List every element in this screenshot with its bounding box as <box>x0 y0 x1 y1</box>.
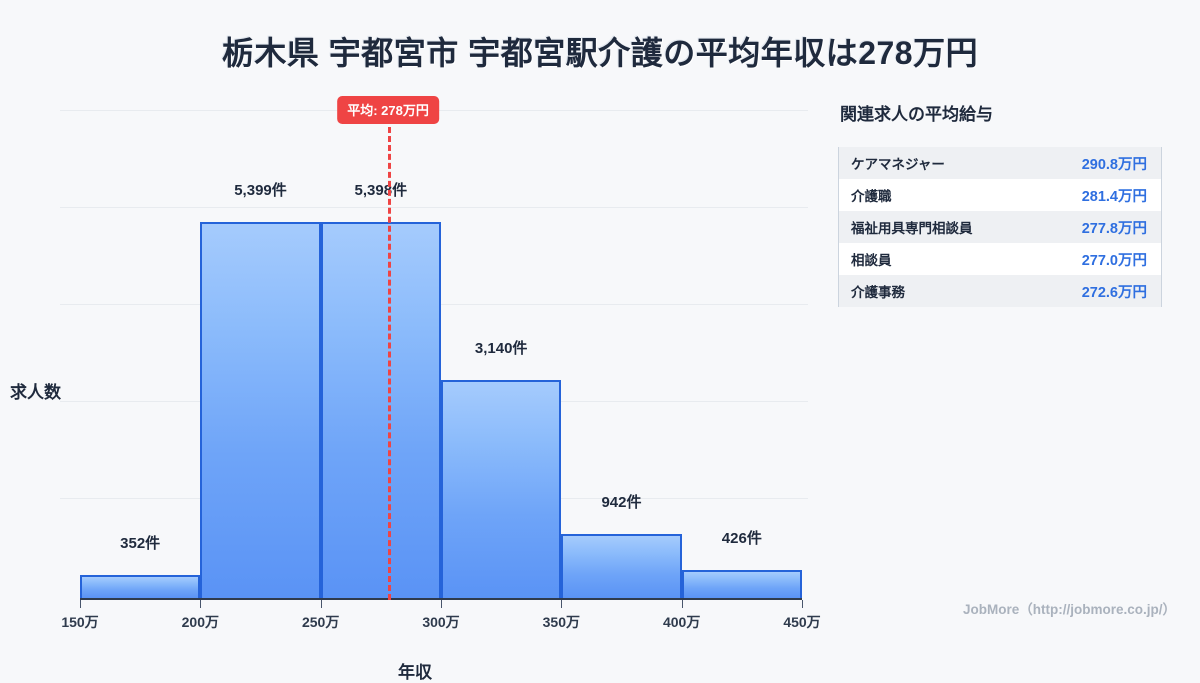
x-tick-label: 150万 <box>61 614 99 630</box>
bar <box>441 380 562 600</box>
gridline <box>60 207 808 208</box>
plot-area: 352件 5,399件 5,398件 3,140件 942件 426件 150万 200万 2… <box>60 96 821 630</box>
bar-value-label: 5,398件 <box>354 182 408 199</box>
x-tick-label: 450万 <box>783 614 821 630</box>
job-title-cell: 福祉用具専門相談員 <box>851 221 973 236</box>
bar-series: 352件 5,399件 5,398件 3,140件 942件 426件 <box>80 180 802 600</box>
x-tick <box>561 600 563 608</box>
x-tick <box>200 600 202 608</box>
bar <box>320 222 441 600</box>
bar-value-label: 942件 <box>601 494 642 511</box>
average-badge: 平均: 278万円 <box>337 96 439 124</box>
bar <box>681 570 802 600</box>
salary-value-cell: 281.4万円 <box>1081 188 1147 205</box>
x-tick-label: 200万 <box>181 614 220 630</box>
bar-value-label: 426件 <box>721 530 762 547</box>
x-tick <box>320 600 322 608</box>
related-salary-heading: 関連求人の平均給与 <box>840 105 993 124</box>
table-row: 相談員 277.0万円 <box>839 243 1161 275</box>
salary-value-cell: 277.8万円 <box>1081 220 1147 237</box>
histogram-chart: 求人数 352件 5,399件 5,398件 3,140件 942件 426件 150万 2… <box>0 90 830 682</box>
bar-value-label: 3,140件 <box>474 340 528 357</box>
table-row: ケアマネジャー 290.8万円 <box>839 147 1161 179</box>
related-salary-table: ケアマネジャー 290.8万円介護職 281.4万円福祉用具専門相談員 277.8万円… <box>838 147 1162 307</box>
table-row: 介護事務 272.6万円 <box>839 275 1161 307</box>
x-tick-label: 400万 <box>662 614 701 630</box>
job-title-cell: 介護職 <box>851 189 892 204</box>
x-tick <box>441 600 442 608</box>
x-tick <box>802 600 803 608</box>
salary-value-cell: 290.8万円 <box>1081 156 1147 173</box>
bar <box>561 534 682 600</box>
x-tick-label: 350万 <box>542 614 581 630</box>
x-tick <box>681 600 683 608</box>
x-tick-label: 250万 <box>301 614 340 630</box>
page-title: 栃木県 宇都宮市 宇都宮駅介護の平均年収は278万円 <box>221 35 979 71</box>
table-row: 介護職 281.4万円 <box>839 179 1161 211</box>
average-dashed-line <box>388 118 392 600</box>
job-title-cell: 介護事務 <box>851 285 905 300</box>
related-salary-panel: 関連求人の平均給与 ケアマネジャー 290.8万円介護職 281.4万円福祉用具専門… <box>838 100 1168 307</box>
job-title-cell: ケアマネジャー <box>851 157 945 172</box>
x-axis-title: 年収 <box>398 663 432 682</box>
y-axis-title: 求人数 <box>10 383 61 402</box>
job-title-cell: 相談員 <box>851 253 892 268</box>
bar <box>80 575 201 600</box>
x-tick-label: 300万 <box>422 614 460 630</box>
salary-value-cell: 277.0万円 <box>1081 252 1147 269</box>
x-tick <box>80 600 81 608</box>
bar <box>200 222 321 600</box>
x-axis-line <box>80 598 802 600</box>
bar-value-label: 5,399件 <box>234 182 287 199</box>
salary-value-cell: 272.6万円 <box>1081 284 1147 301</box>
page-root: 栃木県 宇都宮市 宇都宮駅介護の平均年収は278万円 求人数 352件 5,399… <box>0 35 1176 682</box>
bar-value-label: 352件 <box>120 535 161 552</box>
table-row: 福祉用具専門相談員 277.8万円 <box>839 211 1161 243</box>
footer-watermark: JobMore（http://jobmore.co.jp/） <box>963 602 1176 617</box>
